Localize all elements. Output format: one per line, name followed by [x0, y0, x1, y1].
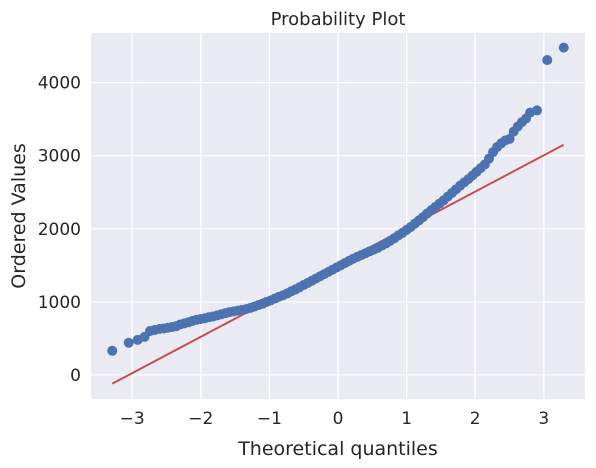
y-tick-label: 1000: [38, 293, 81, 313]
data-point: [107, 345, 118, 356]
chart-title: Probability Plot: [271, 9, 406, 30]
y-tick-label: 0: [70, 366, 81, 386]
x-tick-label: −2: [188, 409, 213, 429]
x-tick-label: −3: [120, 409, 145, 429]
y-axis-label: Ordered Values: [8, 143, 30, 288]
y-tick-labels: 0 1000 2000 3000 4000: [38, 74, 81, 386]
x-tick-label: 3: [538, 409, 549, 429]
x-tick-label: 2: [470, 409, 481, 429]
y-tick-label: 3000: [38, 147, 81, 167]
data-point: [504, 133, 515, 144]
x-tick-label: 0: [333, 409, 344, 429]
data-point: [542, 55, 553, 66]
data-point: [558, 42, 569, 53]
x-tick-label: −1: [257, 409, 282, 429]
grid-lines: [91, 33, 585, 399]
y-tick-label: 2000: [38, 220, 81, 240]
data-points-layer: [107, 42, 569, 356]
x-tick-labels: −3 −2 −1 0 1 2 3: [120, 409, 550, 429]
data-point: [123, 337, 134, 348]
x-axis-label: Theoretical quantiles: [237, 438, 438, 460]
data-point: [531, 105, 542, 116]
y-tick-label: 4000: [38, 74, 81, 94]
x-tick-label: 1: [401, 409, 412, 429]
